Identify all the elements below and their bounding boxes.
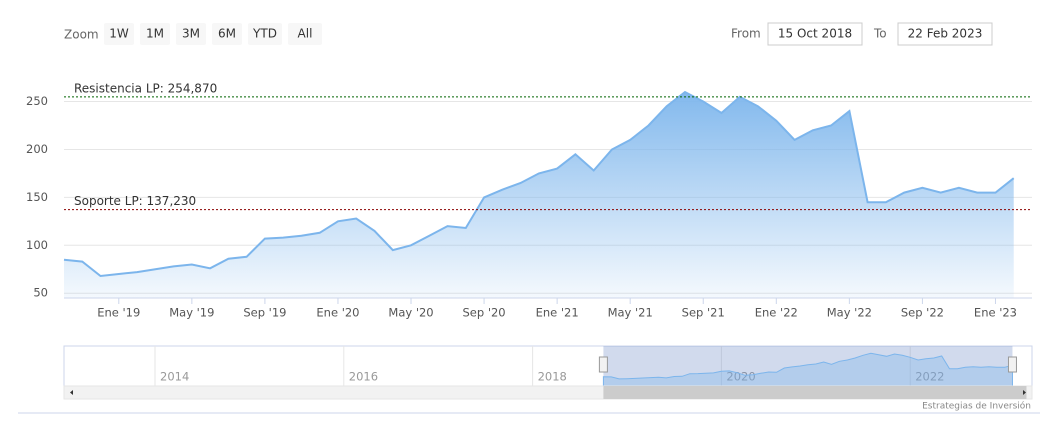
range-button[interactable] (140, 23, 170, 45)
x-tick-label: Ene '22 (755, 306, 798, 320)
credits: Estrategias de Inversión (922, 401, 1031, 412)
y-tick-label: 50 (33, 286, 48, 300)
navigator-year: 2022 (915, 370, 944, 384)
x-tick-label: May '22 (827, 306, 872, 320)
y-tick-label: 150 (26, 190, 48, 204)
y-tick-label: 250 (26, 94, 48, 108)
range-button[interactable] (288, 23, 322, 45)
x-tick-label: Ene '19 (97, 306, 140, 320)
range-button-label[interactable]: 3M (182, 27, 200, 41)
y-tick-label: 200 (26, 142, 48, 156)
to-input[interactable] (897, 22, 993, 46)
x-tick-label: Sep '21 (682, 306, 725, 320)
from-date[interactable]: 15 Oct 2018 (778, 27, 852, 41)
x-tick-label: May '20 (388, 306, 433, 320)
range-button-label[interactable]: 1W (109, 27, 129, 41)
range-button-label[interactable]: All (298, 27, 313, 41)
from-label: From (731, 27, 761, 41)
navigator-bg (63, 345, 1033, 387)
range-button[interactable] (212, 23, 242, 45)
range-button[interactable] (104, 23, 134, 45)
navigator-year: 2018 (538, 370, 567, 384)
scrollbar-thumb[interactable] (603, 386, 1027, 399)
plot-line-label: Soporte LP: 137,230 (74, 194, 196, 208)
scrollbar-right-arrow[interactable] (1023, 390, 1026, 395)
range-button-label[interactable]: 6M (218, 27, 236, 41)
navigator-year: 2016 (349, 370, 378, 384)
x-tick-label: Sep '22 (901, 306, 944, 320)
range-button[interactable] (248, 23, 282, 45)
y-tick-label: 100 (26, 238, 48, 252)
navigator-handle[interactable] (1007, 356, 1017, 373)
navigator-handle[interactable] (598, 356, 608, 373)
navigator-year: 2014 (160, 370, 189, 384)
to-label: To (873, 27, 887, 41)
navigator-area (602, 352, 1014, 387)
x-tick-label: Sep '20 (463, 306, 506, 320)
to-date[interactable]: 22 Feb 2023 (908, 27, 983, 41)
x-tick-label: Ene '20 (316, 306, 359, 320)
scrollbar-left-arrow[interactable] (70, 390, 73, 395)
range-button-label[interactable]: YTD (252, 27, 277, 41)
x-tick-label: May '21 (608, 306, 653, 320)
zoom-label: Zoom (64, 28, 99, 42)
navigator-mask (603, 346, 1013, 386)
range-button[interactable] (176, 23, 206, 45)
from-input[interactable] (767, 22, 863, 46)
x-tick-label: Ene '21 (536, 306, 579, 320)
area-fill (64, 92, 1014, 298)
x-tick-label: Ene '23 (974, 306, 1017, 320)
x-tick-label: May '19 (169, 306, 214, 320)
navigator-year: 2020 (726, 370, 755, 384)
x-tick-label: Sep '19 (243, 306, 286, 320)
plot-line-label: Resistencia LP: 254,870 (74, 81, 217, 95)
range-button-label[interactable]: 1M (146, 27, 164, 41)
price-line (63, 90, 1015, 278)
